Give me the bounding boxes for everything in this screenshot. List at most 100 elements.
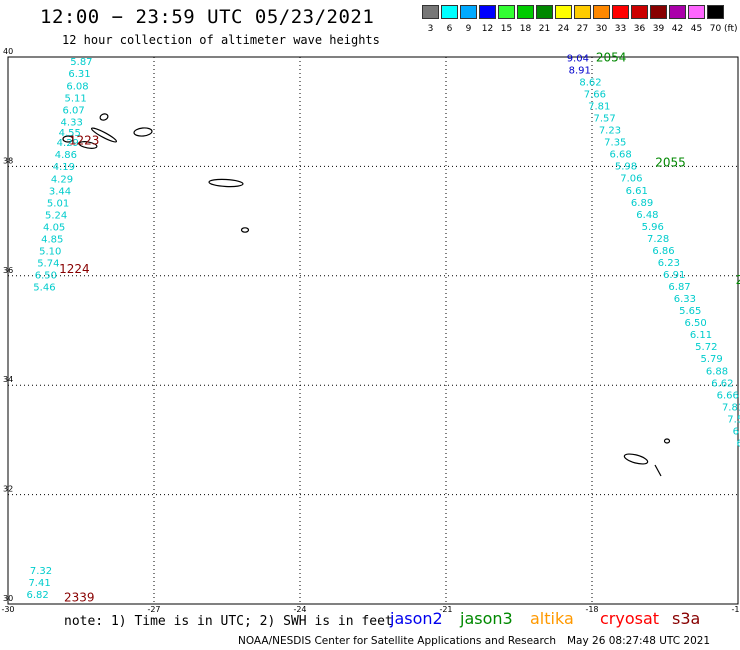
map-subtitle: 12 hour collection of altimeter wave hei… <box>62 33 380 47</box>
lon-tick-label: -30 <box>1 605 14 614</box>
scale-swatch <box>612 5 629 19</box>
scale-swatch <box>669 5 686 19</box>
wave-height-value: 4.19 <box>53 162 75 173</box>
scale-label: 30 <box>595 24 608 34</box>
pass-label: 2055 <box>655 155 686 169</box>
wave-height-value: 7.5 <box>727 414 740 425</box>
scale-swatch <box>688 5 705 19</box>
wave-height-value: 4.05 <box>43 222 65 233</box>
scale-swatch <box>555 5 572 19</box>
pass-label: 1223 <box>69 134 100 148</box>
wave-height-value: 4.85 <box>41 234 63 245</box>
wave-height-value: 6.88 <box>706 366 728 377</box>
scale-swatch <box>593 5 610 19</box>
legend-jason3: jason3 <box>460 609 513 628</box>
coastlines <box>62 113 671 477</box>
wave-height-value: 5.11 <box>64 93 86 104</box>
wave-height-value: 6 <box>737 438 740 449</box>
lat-tick-label: 30 <box>3 594 13 603</box>
wave-height-value: 5.01 <box>47 198 69 209</box>
island-coastline <box>654 464 662 477</box>
map-title: 12:00 − 23:59 UTC 05/23/2021 <box>40 6 375 28</box>
lon-tick-label: -24 <box>293 605 306 614</box>
lon-tick-label: -21 <box>439 605 452 614</box>
wave-height-value: 6.91 <box>663 270 685 281</box>
lat-tick-label: 32 <box>3 485 13 494</box>
wave-height-value: 5.65 <box>679 306 701 317</box>
credit-line: NOAA/NESDIS Center for Satellite Applica… <box>238 635 556 647</box>
lat-tick-label: 38 <box>3 156 13 165</box>
wave-height-value: 5.74 <box>37 259 59 270</box>
scale-label: 3 <box>427 24 434 34</box>
wave-height-value: 7.06 <box>620 174 642 185</box>
lon-tick-label: -27 <box>147 605 160 614</box>
scale-unit: (ft) <box>724 24 738 34</box>
lon-tick-label: -15 <box>731 605 740 614</box>
wave-height-value: 6.48 <box>636 210 658 221</box>
island-coastline <box>62 135 74 143</box>
wave-height-value: 6. <box>733 426 740 437</box>
scale-label: 27 <box>576 24 589 34</box>
wave-height-value: 8.62 <box>579 77 601 88</box>
lat-tick-label: 40 <box>3 47 13 56</box>
map-frame <box>7 56 739 605</box>
wave-height-value: 7.32 <box>30 566 52 577</box>
wave-height-value: 9.04 <box>567 53 589 64</box>
wave-height-value: 7.57 <box>593 114 615 125</box>
wave-height-value: 7.41 <box>28 578 50 589</box>
scale-label: 21 <box>538 24 551 34</box>
scale-label: 39 <box>652 24 665 34</box>
scale-label: 36 <box>633 24 646 34</box>
generation-timestamp: May 26 08:27:48 UTC 2021 <box>567 635 711 647</box>
island-coastline <box>240 227 250 233</box>
island-coastline <box>663 438 671 444</box>
scale-label: 45 <box>690 24 703 34</box>
pass-labels: 1223 1224 2339 2054 2055 2… <box>59 50 740 604</box>
wave-height-value: 6.50 <box>684 318 706 329</box>
wave-height-value: 6.11 <box>690 330 712 341</box>
lon-tick-label: -18 <box>585 605 598 614</box>
island-coastline <box>90 127 118 143</box>
scale-swatch <box>498 5 515 19</box>
wave-height-value: 7.81 <box>722 402 740 413</box>
wave-height-value: 6.87 <box>668 282 690 293</box>
scale-swatch <box>536 5 553 19</box>
wave-height-value: 5.10 <box>39 246 61 257</box>
lat-tick-label: 34 <box>3 375 13 384</box>
wave-height-value: 4.29 <box>51 174 73 185</box>
wave-height-value: 4.86 <box>55 150 77 161</box>
wave-height-value: 6.08 <box>66 81 88 92</box>
scale-label: 9 <box>465 24 472 34</box>
wave-height-value: 6.07 <box>63 105 85 116</box>
island-coastline <box>623 453 649 465</box>
scale-swatch <box>441 5 458 19</box>
scale-swatch <box>422 5 439 19</box>
wave-height-value: 8.91 <box>569 65 591 76</box>
wave-height-value: 5.72 <box>695 342 717 353</box>
wave-height-value: 5.79 <box>701 354 723 365</box>
wave-height-value: 4.29 <box>57 138 79 149</box>
scale-swatch <box>460 5 477 19</box>
wave-height-value: 7.23 <box>599 126 621 137</box>
wave-height-value: 6.61 <box>626 186 648 197</box>
scale-swatch <box>650 5 667 19</box>
scale-label: 24 <box>557 24 570 34</box>
legend-altika: altika <box>530 609 574 628</box>
scale-swatch <box>517 5 534 19</box>
scale-label: 15 <box>500 24 513 34</box>
wave-height-value: 4.33 <box>61 117 83 128</box>
scale-label: 42 <box>671 24 684 34</box>
scale-label: 18 <box>519 24 532 34</box>
wave-height-value: 6.68 <box>610 150 632 161</box>
wave-height-value: 7.66 <box>584 89 606 100</box>
wave-height-value: 5.24 <box>45 210 67 221</box>
scale-swatch <box>479 5 496 19</box>
wave-height-value: 5.87 <box>70 57 92 68</box>
scale-swatch <box>631 5 648 19</box>
pass-label: 2339 <box>64 590 95 604</box>
pass-label: 2… <box>736 273 740 287</box>
lat-tick-label: 36 <box>3 266 13 275</box>
wave-height-value: 7.35 <box>604 138 626 149</box>
legend-cryosat: cryosat <box>600 609 660 628</box>
